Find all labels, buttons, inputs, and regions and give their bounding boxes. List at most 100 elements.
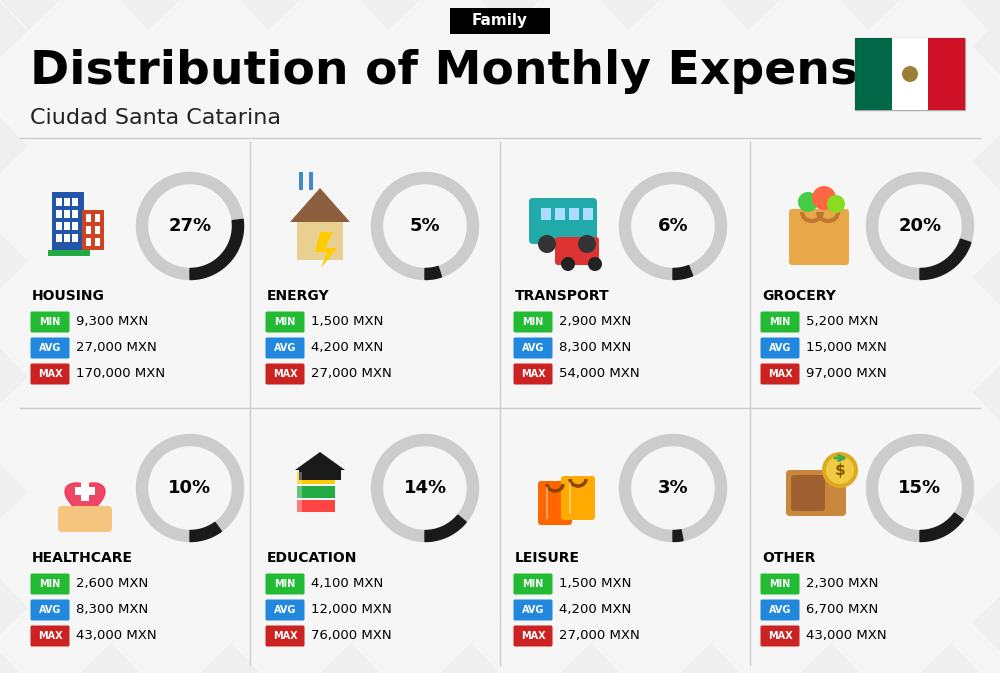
Bar — [299, 470, 341, 480]
FancyBboxPatch shape — [266, 600, 304, 621]
Text: HOUSING: HOUSING — [32, 289, 105, 303]
Bar — [297, 472, 302, 484]
Circle shape — [588, 257, 602, 271]
Bar — [95, 226, 100, 234]
FancyBboxPatch shape — [30, 337, 70, 359]
Text: 2,900 MXN: 2,900 MXN — [559, 316, 631, 328]
Text: Ciudad Santa Catarina: Ciudad Santa Catarina — [30, 108, 281, 128]
Polygon shape — [920, 239, 971, 279]
Bar — [64, 222, 70, 230]
FancyBboxPatch shape — [266, 573, 304, 594]
FancyBboxPatch shape — [30, 363, 70, 384]
Circle shape — [561, 257, 575, 271]
Text: 15%: 15% — [898, 479, 942, 497]
Bar — [56, 234, 62, 242]
Bar — [309, 172, 313, 190]
Bar — [64, 198, 70, 206]
Polygon shape — [920, 513, 963, 542]
Text: 170,000 MXN: 170,000 MXN — [76, 367, 165, 380]
FancyBboxPatch shape — [761, 573, 800, 594]
Text: 5,200 MXN: 5,200 MXN — [806, 316, 878, 328]
Polygon shape — [620, 172, 726, 279]
Text: 9,300 MXN: 9,300 MXN — [76, 316, 148, 328]
Bar — [56, 198, 62, 206]
Text: MIN: MIN — [274, 579, 296, 589]
Text: 6,700 MXN: 6,700 MXN — [806, 604, 878, 616]
Bar — [541, 208, 551, 220]
Text: $: $ — [835, 462, 845, 478]
Bar — [82, 210, 104, 250]
FancyBboxPatch shape — [789, 209, 849, 265]
Text: 4,200 MXN: 4,200 MXN — [559, 604, 631, 616]
Text: 15,000 MXN: 15,000 MXN — [806, 341, 887, 355]
Text: 2,300 MXN: 2,300 MXN — [806, 577, 878, 590]
Text: Family: Family — [472, 13, 528, 28]
Bar — [555, 208, 565, 220]
Text: MIN: MIN — [274, 317, 296, 327]
Bar — [892, 38, 928, 110]
FancyBboxPatch shape — [529, 198, 597, 244]
Bar — [64, 210, 70, 218]
Text: 43,000 MXN: 43,000 MXN — [806, 629, 887, 643]
Bar — [56, 222, 62, 230]
Text: 27,000 MXN: 27,000 MXN — [559, 629, 640, 643]
Text: EDUCATION: EDUCATION — [267, 551, 357, 565]
FancyBboxPatch shape — [514, 600, 552, 621]
FancyBboxPatch shape — [514, 337, 552, 359]
FancyBboxPatch shape — [30, 312, 70, 332]
Text: LEISURE: LEISURE — [515, 551, 580, 565]
Text: 5%: 5% — [410, 217, 440, 235]
FancyBboxPatch shape — [761, 625, 800, 647]
Text: 97,000 MXN: 97,000 MXN — [806, 367, 887, 380]
Text: AVG: AVG — [769, 343, 791, 353]
Bar — [72, 210, 78, 218]
Bar — [95, 238, 100, 246]
Text: AVG: AVG — [522, 343, 544, 353]
Text: 27,000 MXN: 27,000 MXN — [76, 341, 157, 355]
Bar — [297, 486, 302, 498]
Text: MIN: MIN — [39, 317, 61, 327]
Circle shape — [578, 235, 596, 253]
Polygon shape — [65, 483, 105, 519]
Polygon shape — [372, 172, 479, 279]
Text: OTHER: OTHER — [762, 551, 815, 565]
Text: MIN: MIN — [769, 317, 791, 327]
Bar — [583, 208, 593, 220]
FancyBboxPatch shape — [30, 625, 70, 647]
Text: MAX: MAX — [273, 369, 297, 379]
Polygon shape — [867, 172, 974, 279]
Bar — [297, 472, 335, 484]
Text: 6%: 6% — [658, 217, 688, 235]
Text: 2,600 MXN: 2,600 MXN — [76, 577, 148, 590]
FancyBboxPatch shape — [555, 237, 599, 265]
FancyBboxPatch shape — [514, 573, 552, 594]
Text: 20%: 20% — [898, 217, 942, 235]
Polygon shape — [315, 232, 337, 268]
Bar — [297, 486, 335, 498]
Bar — [48, 250, 90, 256]
Text: TRANSPORT: TRANSPORT — [515, 289, 610, 303]
Text: MAX: MAX — [768, 631, 792, 641]
Polygon shape — [295, 452, 345, 470]
Text: AVG: AVG — [769, 605, 791, 615]
FancyBboxPatch shape — [761, 363, 800, 384]
Text: 1,500 MXN: 1,500 MXN — [559, 577, 631, 590]
Bar — [855, 38, 965, 110]
Bar — [81, 483, 89, 501]
Text: MAX: MAX — [521, 369, 545, 379]
Bar — [75, 487, 95, 495]
Text: AVG: AVG — [274, 605, 296, 615]
Text: MAX: MAX — [38, 631, 62, 641]
FancyBboxPatch shape — [538, 481, 572, 525]
Circle shape — [822, 452, 858, 488]
FancyBboxPatch shape — [561, 476, 595, 520]
Bar — [52, 192, 84, 250]
FancyBboxPatch shape — [266, 312, 304, 332]
Text: MIN: MIN — [769, 579, 791, 589]
Text: HEALTHCARE: HEALTHCARE — [32, 551, 133, 565]
Circle shape — [826, 456, 854, 484]
Polygon shape — [372, 435, 479, 542]
FancyBboxPatch shape — [266, 625, 304, 647]
Bar — [64, 234, 70, 242]
Polygon shape — [673, 530, 683, 542]
